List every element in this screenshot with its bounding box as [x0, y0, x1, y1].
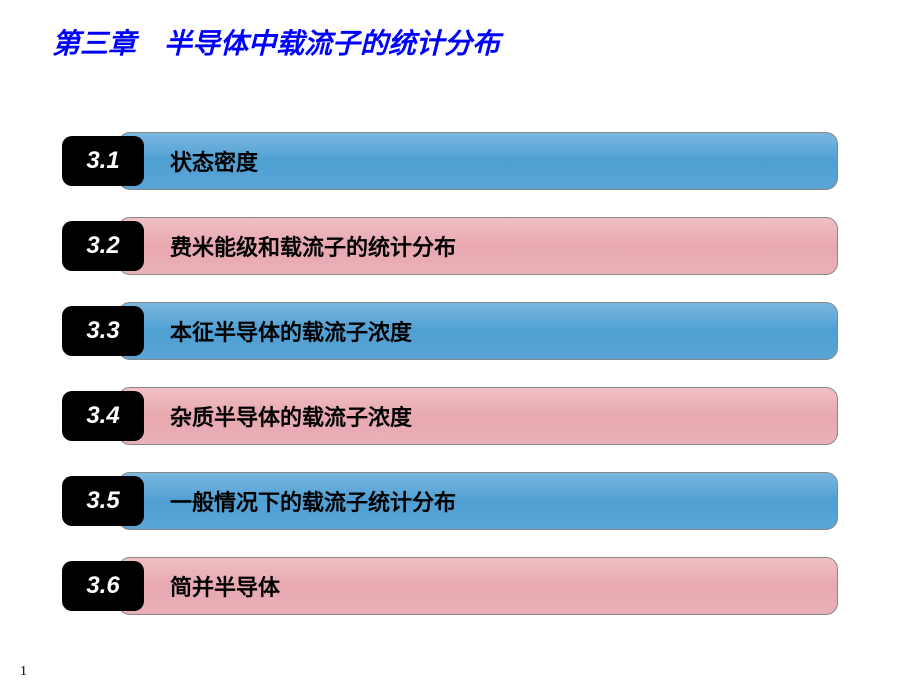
- section-num: 3.1: [86, 147, 119, 175]
- section-row: 3.6 简并半导体: [62, 557, 837, 615]
- section-row: 3.3 本征半导体的载流子浓度: [62, 302, 837, 360]
- section-row: 3.4 杂质半导体的载流子浓度: [62, 387, 837, 445]
- section-num: 3.6: [86, 572, 119, 600]
- section-label: 状态密度: [170, 132, 258, 190]
- section-label: 本征半导体的载流子浓度: [170, 302, 412, 360]
- section-row: 3.1 状态密度: [62, 132, 837, 190]
- section-num: 3.4: [86, 402, 119, 430]
- section-num-box: 3.6: [62, 561, 144, 611]
- section-num-box: 3.1: [62, 136, 144, 186]
- section-num: 3.2: [86, 232, 119, 260]
- section-label: 简并半导体: [170, 557, 280, 615]
- section-row: 3.5 一般情况下的载流子统计分布: [62, 472, 837, 530]
- section-num: 3.5: [86, 487, 119, 515]
- section-num-box: 3.2: [62, 221, 144, 271]
- section-row: 3.2 费米能级和载流子的统计分布: [62, 217, 837, 275]
- section-num: 3.3: [86, 317, 119, 345]
- section-label: 费米能级和载流子的统计分布: [170, 217, 456, 275]
- section-num-box: 3.5: [62, 476, 144, 526]
- page-number: 1: [20, 664, 27, 680]
- section-label: 一般情况下的载流子统计分布: [170, 472, 456, 530]
- section-num-box: 3.4: [62, 391, 144, 441]
- sections-list: 3.1 状态密度 3.2 费米能级和载流子的统计分布 3.3 本征半导体的载流子…: [0, 132, 920, 615]
- section-num-box: 3.3: [62, 306, 144, 356]
- section-label: 杂质半导体的载流子浓度: [170, 387, 412, 445]
- page-title: 第三章 半导体中载流子的统计分布: [0, 0, 920, 62]
